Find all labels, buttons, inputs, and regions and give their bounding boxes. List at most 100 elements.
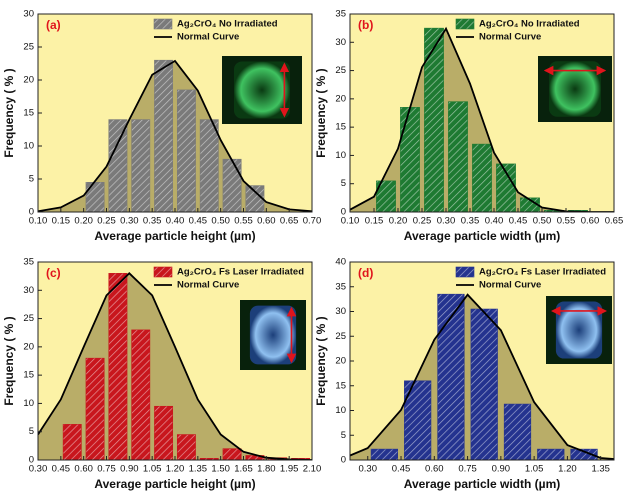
legend-swatch bbox=[153, 266, 173, 278]
plot-area bbox=[38, 59, 312, 212]
y-tick-label: 15 bbox=[23, 108, 34, 119]
x-tick-label: 0.25 bbox=[97, 216, 116, 227]
x-tick-label: 0.30 bbox=[437, 216, 456, 227]
y-tick-label: 15 bbox=[335, 380, 346, 391]
x-tick-label: 0.70 bbox=[303, 216, 322, 227]
plot-area bbox=[38, 272, 312, 460]
plot-frame bbox=[349, 13, 615, 213]
x-tick-label: 0.45 bbox=[392, 464, 411, 475]
x-tick-label: 0.75 bbox=[97, 464, 116, 475]
y-tick-label: 0 bbox=[341, 207, 346, 218]
y-tick-label: 35 bbox=[335, 281, 346, 292]
x-tick-label: 0.10 bbox=[341, 216, 360, 227]
x-tick-label: 1.80 bbox=[257, 464, 276, 475]
y-tick-label: 30 bbox=[23, 9, 34, 20]
x-tick-label: 0.40 bbox=[485, 216, 504, 227]
x-tick-label: 1.95 bbox=[280, 464, 299, 475]
x-tick-label: 1.05 bbox=[525, 464, 544, 475]
y-tick-label: 25 bbox=[23, 42, 34, 53]
panel-label: (a) bbox=[46, 18, 61, 32]
x-tick-label: 0.40 bbox=[166, 216, 185, 227]
legend-label: Normal Curve bbox=[479, 32, 541, 43]
panel-label: (c) bbox=[46, 266, 61, 280]
x-tick-label: 0.60 bbox=[581, 216, 600, 227]
y-tick-label: 0 bbox=[29, 455, 34, 466]
bar bbox=[537, 448, 565, 460]
x-axis-title: Average particle height (µm) bbox=[94, 477, 255, 491]
y-axis-title: Frequency ( % ) bbox=[2, 68, 16, 157]
x-tick-label: 0.45 bbox=[509, 216, 528, 227]
x-tick-label: 0.60 bbox=[74, 464, 93, 475]
x-tick-label: 1.35 bbox=[591, 464, 610, 475]
x-tick-label: 1.20 bbox=[166, 464, 185, 475]
bar bbox=[470, 308, 498, 460]
bar bbox=[400, 107, 420, 212]
legend-swatch bbox=[455, 266, 475, 278]
plot-area bbox=[350, 26, 614, 212]
y-tick-label: 5 bbox=[341, 430, 346, 441]
x-tick-label: 0.50 bbox=[211, 216, 230, 227]
x-tick-label: 0.35 bbox=[461, 216, 480, 227]
x-tick-label: 1.20 bbox=[558, 464, 577, 475]
x-tick-label: 0.10 bbox=[29, 216, 48, 227]
x-tick-label: 0.20 bbox=[74, 216, 93, 227]
normal-curve bbox=[38, 59, 312, 212]
bar bbox=[108, 119, 128, 212]
normal-curve bbox=[350, 293, 614, 460]
y-axis-title: Frequency ( % ) bbox=[2, 316, 16, 405]
x-tick-label: 0.20 bbox=[389, 216, 408, 227]
x-tick-label: 0.65 bbox=[280, 216, 299, 227]
y-tick-label: 20 bbox=[23, 341, 34, 352]
bar bbox=[176, 89, 196, 212]
x-tick-label: 0.75 bbox=[458, 464, 477, 475]
x-tick-label: 1.05 bbox=[143, 464, 162, 475]
x-tick-label: 0.45 bbox=[52, 464, 71, 475]
x-tick-label: 0.55 bbox=[557, 216, 576, 227]
y-tick-label: 10 bbox=[23, 141, 34, 152]
y-tick-label: 5 bbox=[29, 426, 34, 437]
bar bbox=[448, 101, 468, 212]
inset-particle bbox=[234, 61, 290, 119]
y-tick-label: 40 bbox=[335, 257, 346, 268]
y-tick-label: 25 bbox=[23, 313, 34, 324]
x-axis-title: Average particle width (µm) bbox=[404, 229, 561, 243]
legend-label: Ag₂CrO₄ No Irradiated bbox=[177, 19, 278, 30]
y-axis-title: Frequency ( % ) bbox=[314, 68, 328, 157]
legend-label: Ag₂CrO₄ No Irradiated bbox=[479, 19, 580, 30]
x-tick-label: 0.60 bbox=[425, 464, 444, 475]
y-tick-label: 5 bbox=[341, 178, 346, 189]
legend-label: Ag₂CrO₄ Fs Laser Irradiated bbox=[479, 267, 606, 278]
bar bbox=[85, 182, 105, 212]
x-axis-title: Average particle height (µm) bbox=[94, 229, 255, 243]
y-tick-label: 20 bbox=[335, 93, 346, 104]
y-tick-label: 10 bbox=[335, 405, 346, 416]
y-tick-label: 30 bbox=[335, 306, 346, 317]
curve-area bbox=[38, 60, 312, 212]
inset-particle bbox=[249, 305, 297, 365]
x-tick-label: 0.50 bbox=[533, 216, 552, 227]
legend-swatch bbox=[153, 18, 173, 30]
x-tick-label: 0.25 bbox=[413, 216, 432, 227]
bar bbox=[424, 27, 444, 212]
legend-label: Normal Curve bbox=[479, 280, 541, 291]
bar bbox=[62, 424, 82, 460]
bar bbox=[131, 329, 151, 460]
bar bbox=[199, 119, 219, 212]
y-tick-label: 20 bbox=[335, 356, 346, 367]
x-tick-label: 0.15 bbox=[365, 216, 384, 227]
y-tick-label: 35 bbox=[335, 9, 346, 20]
panel-label: (b) bbox=[358, 18, 373, 32]
x-tick-label: 1.65 bbox=[234, 464, 253, 475]
x-axis-title: Average particle width (µm) bbox=[404, 477, 561, 491]
bar bbox=[108, 273, 128, 460]
legend-label: Normal Curve bbox=[177, 280, 239, 291]
bar bbox=[154, 405, 174, 460]
y-tick-label: 35 bbox=[23, 257, 34, 268]
x-tick-label: 0.60 bbox=[257, 216, 276, 227]
y-tick-label: 0 bbox=[29, 207, 34, 218]
y-tick-label: 25 bbox=[335, 331, 346, 342]
x-tick-label: 0.90 bbox=[492, 464, 511, 475]
y-tick-label: 30 bbox=[23, 285, 34, 296]
bar bbox=[370, 448, 398, 460]
